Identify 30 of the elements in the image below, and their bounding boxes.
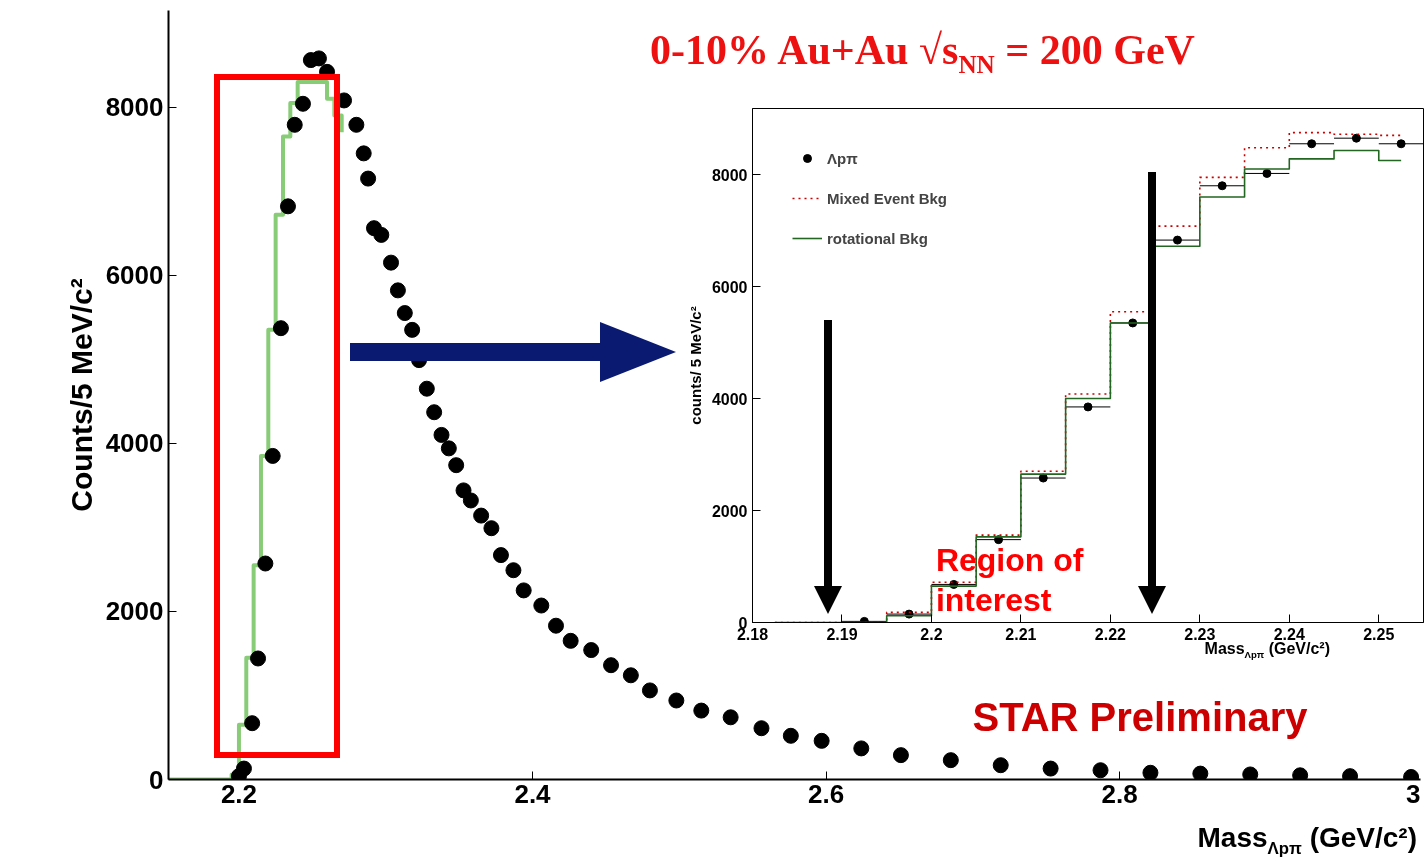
y-tick-label: 6000	[711, 278, 748, 296]
x-tick-label: 2.2	[920, 625, 943, 643]
y-axis-title: counts/ 5 MeV/c²	[686, 306, 704, 425]
x-tick-label: 2.2	[220, 778, 258, 809]
legend-label: rotational Bkg	[827, 229, 928, 247]
x-tick-label: 2.6	[807, 778, 845, 809]
x-tick-label: 2.23	[1184, 625, 1216, 643]
x-tick-label: 2.24	[1273, 625, 1305, 643]
annotation: STAR Preliminary	[972, 695, 1309, 740]
y-tick-label: 0	[149, 764, 164, 795]
y-tick-label: 2000	[711, 502, 748, 520]
y-tick-label: 8000	[105, 92, 164, 123]
y-tick-label: 2000	[105, 596, 164, 627]
x-tick-label: 2.25	[1363, 625, 1395, 643]
y-tick-label: 8000	[711, 166, 748, 184]
y-tick-label: 4000	[105, 428, 164, 459]
y-axis-title: Counts/5 MeV/c²	[64, 278, 98, 512]
x-axis-title: Mass$_{Λpπ}$ (GeV/c²)	[1204, 640, 1330, 661]
chart-title: 0-10% Au+Au √s$_{NN}$ = 200 GeV	[650, 26, 1195, 80]
y-tick-label: 4000	[711, 390, 748, 408]
y-tick-label: 6000	[105, 260, 164, 291]
x-tick-label: 2.8	[1101, 778, 1138, 809]
legend-label: Mixed Event Bkg	[827, 189, 948, 207]
x-tick-label: 2.19	[826, 625, 858, 643]
x-tick-label: 2.4	[514, 778, 552, 809]
legend-label: Λpπ	[827, 149, 858, 167]
x-tick-label: 3	[1405, 778, 1421, 809]
x-axis-title: Mass$_{Λpπ}$ (GeV/c²)	[1197, 822, 1417, 859]
x-tick-label: 2.21	[1005, 625, 1037, 643]
x-tick-label: 2.22	[1094, 625, 1127, 643]
